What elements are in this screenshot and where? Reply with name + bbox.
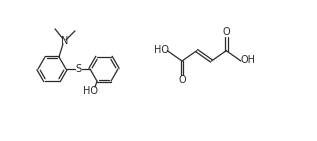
Text: N: N <box>61 36 69 46</box>
Text: O: O <box>223 27 230 37</box>
Text: HO: HO <box>154 45 169 55</box>
Text: OH: OH <box>241 55 256 65</box>
Text: O: O <box>178 75 186 85</box>
Text: S: S <box>75 64 81 74</box>
Text: HO: HO <box>82 86 98 96</box>
